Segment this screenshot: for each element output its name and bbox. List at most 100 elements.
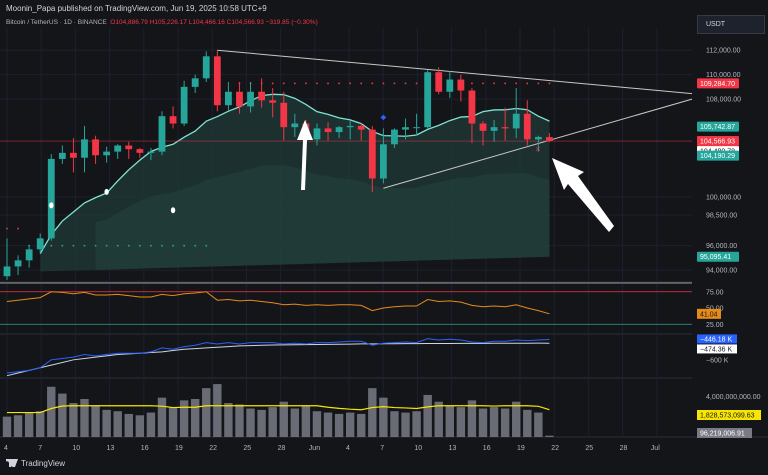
candle-body bbox=[523, 113, 531, 140]
published-caption: Moonin_Papa published on TradingView.com… bbox=[6, 4, 267, 13]
candle-body bbox=[335, 127, 343, 133]
volume-bar bbox=[257, 409, 266, 437]
volume-bar bbox=[456, 407, 466, 437]
volume-bar bbox=[379, 397, 388, 437]
volume-bar bbox=[500, 408, 510, 437]
candle-body bbox=[191, 78, 199, 87]
stop-dot bbox=[515, 82, 518, 85]
stop-dot bbox=[172, 244, 174, 247]
candle-body bbox=[169, 116, 177, 124]
volume-bar bbox=[390, 411, 399, 437]
price-tick-label: 100,000.00 bbox=[706, 194, 741, 201]
stop-dot bbox=[537, 82, 540, 85]
stop-dot bbox=[360, 82, 363, 85]
signal-marker bbox=[170, 207, 176, 214]
rsi-tick-label: 25.00 bbox=[706, 322, 724, 329]
time-tick-label: 28 bbox=[278, 445, 286, 452]
candle-body bbox=[391, 129, 398, 145]
volume-bar bbox=[345, 412, 355, 437]
volume-bar bbox=[2, 416, 12, 437]
obv-value-label: −446.18 K bbox=[700, 336, 732, 343]
stop-dot bbox=[393, 82, 396, 85]
volume-bar bbox=[279, 401, 288, 437]
price-badge: 95,095.41 bbox=[700, 254, 731, 261]
lower-trendline bbox=[383, 98, 693, 189]
candle-body bbox=[546, 137, 553, 142]
ohlc-values: O104,886.79 H105,226.17 L104,466.16 C104… bbox=[110, 19, 318, 26]
volume-ma-line bbox=[7, 405, 550, 414]
volume-bar bbox=[357, 413, 366, 437]
price-badge-bg bbox=[697, 121, 739, 132]
candle-body bbox=[92, 139, 99, 156]
obv-ma-badge-bg bbox=[697, 344, 737, 354]
volume-bar bbox=[213, 384, 222, 437]
currency-button[interactable]: USDT bbox=[697, 15, 765, 34]
volume-bar bbox=[13, 415, 23, 437]
volume-bar bbox=[434, 401, 443, 437]
price-badge: 105,742.87 bbox=[700, 124, 735, 131]
time-tick-label: 4 bbox=[4, 445, 8, 452]
tradingview-icon bbox=[6, 459, 18, 467]
candle-body bbox=[501, 127, 509, 129]
volume-bar bbox=[545, 435, 554, 437]
volume-bar bbox=[246, 408, 255, 437]
time-tick-label: 22 bbox=[551, 445, 559, 452]
cross-marker: × bbox=[535, 144, 540, 154]
candle-body bbox=[180, 86, 188, 124]
volume-value-label: 96,219,006.91 bbox=[700, 431, 745, 438]
candle-body bbox=[313, 128, 321, 140]
volume-bar bbox=[135, 415, 145, 437]
volume-bar bbox=[168, 407, 178, 437]
stop-dot bbox=[94, 244, 97, 247]
time-tick-label: 16 bbox=[141, 445, 149, 452]
stop-dot bbox=[327, 82, 329, 85]
candle-body bbox=[14, 260, 22, 267]
volume-bar bbox=[47, 386, 56, 437]
signal-marker bbox=[49, 202, 54, 209]
time-tick-label: 19 bbox=[517, 445, 525, 452]
time-tick-label: 22 bbox=[209, 445, 217, 452]
arrow-up-annotation bbox=[297, 120, 313, 190]
rsi-value-label: 41.04 bbox=[700, 311, 718, 318]
candle-body bbox=[202, 56, 210, 79]
time-tick-label: 7 bbox=[380, 445, 384, 452]
price-badge-bg bbox=[697, 251, 739, 262]
arrow-diagonal-annotation bbox=[552, 158, 614, 232]
diamond-marker bbox=[380, 114, 387, 121]
candle-body bbox=[236, 91, 243, 107]
price-tick-label: 98,500.00 bbox=[706, 213, 737, 220]
candle-body bbox=[125, 145, 133, 150]
tradingview-logo[interactable]: TradingView bbox=[6, 459, 65, 468]
symbol-name[interactable]: Bitcoin / TetherUS · 1D · BINANCE bbox=[6, 19, 107, 26]
candle-body bbox=[114, 145, 122, 152]
volume-bar bbox=[24, 412, 34, 437]
obv-tick-label: −600 K bbox=[706, 357, 729, 364]
upper-trendline bbox=[217, 49, 693, 95]
volume-bar bbox=[368, 388, 377, 437]
volume-bar bbox=[323, 412, 333, 437]
candle-body bbox=[479, 123, 487, 131]
volume-bar bbox=[268, 407, 277, 437]
candle-body bbox=[291, 123, 299, 128]
time-tick-label: 7 bbox=[38, 445, 42, 452]
candle-body bbox=[158, 116, 166, 152]
volume-bar bbox=[124, 413, 133, 437]
time-tick-label: 13 bbox=[449, 445, 457, 452]
stop-dot bbox=[127, 244, 130, 247]
volume-bar bbox=[445, 405, 454, 437]
stop-dot bbox=[482, 82, 484, 85]
time-tick-label: 19 bbox=[175, 445, 183, 452]
volume-bar bbox=[146, 412, 156, 437]
candle-body bbox=[379, 144, 387, 179]
candle-body bbox=[468, 90, 476, 124]
price-badge: 104,566.93 bbox=[700, 139, 735, 146]
price-tick-label: 108,000.00 bbox=[706, 97, 741, 104]
rsi-badge-bg bbox=[697, 308, 721, 319]
time-tick-label: 28 bbox=[620, 445, 628, 452]
stop-dot bbox=[404, 82, 407, 85]
stop-dot bbox=[150, 244, 152, 247]
price-badge-bg bbox=[697, 136, 739, 147]
stop-dot bbox=[139, 244, 141, 247]
volume-bar bbox=[478, 408, 488, 437]
symbol-legend[interactable]: Bitcoin / TetherUS · 1D · BINANCE O104,8… bbox=[6, 19, 318, 26]
